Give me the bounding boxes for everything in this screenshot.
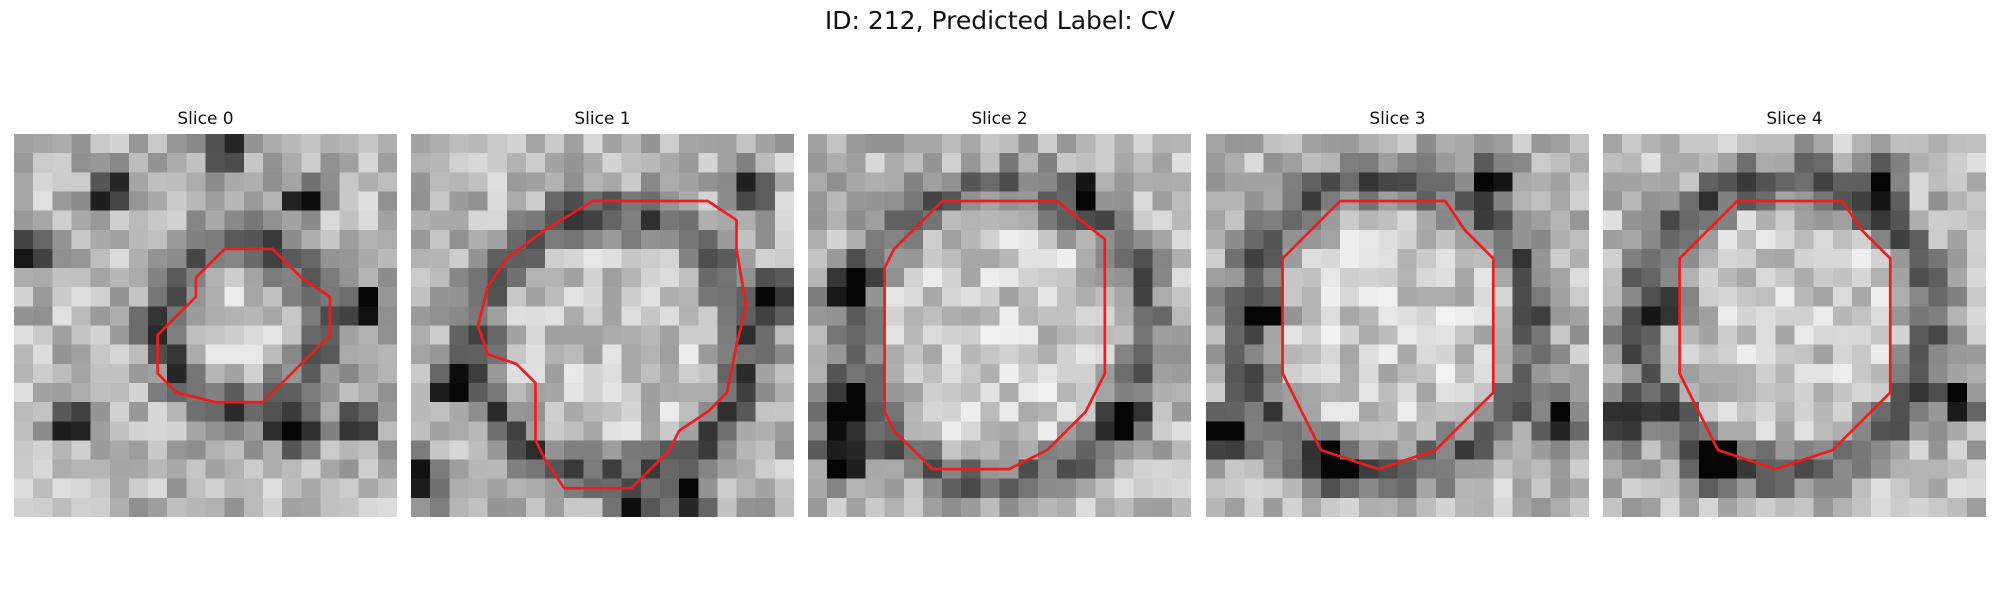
slice-panel-3: Slice 3 [1206,106,1589,517]
slice-panel-1: Slice 1 [411,106,794,517]
slice-title: Slice 2 [971,109,1028,129]
pixel-grid [808,134,1191,517]
slice-panel-4: Slice 4 [1603,106,1986,517]
slice-panel-0: Slice 0 [14,106,397,517]
segmentation-contour [156,247,332,404]
pixel-grid [411,134,794,517]
pixel-grid [14,134,397,517]
slice-title: Slice 4 [1766,109,1823,129]
slice-image [808,134,1191,517]
figure-title: ID: 212, Predicted Label: CV [824,6,1176,35]
segmentation-contour [1281,199,1495,471]
slice-title: Slice 0 [177,109,234,129]
slice-panel-2: Slice 2 [808,106,1191,517]
pixel-grid [1603,134,1986,517]
slice-image [411,134,794,517]
pixel-grid [1206,134,1589,517]
slice-image [14,134,397,517]
slice-image [1603,134,1986,517]
segmentation-contour [476,199,748,490]
slice-image [1206,134,1589,517]
segmentation-contour [883,199,1107,471]
slice-title: Slice 3 [1369,109,1426,129]
slice-title: Slice 1 [574,109,631,129]
segmentation-contour [1678,199,1892,471]
